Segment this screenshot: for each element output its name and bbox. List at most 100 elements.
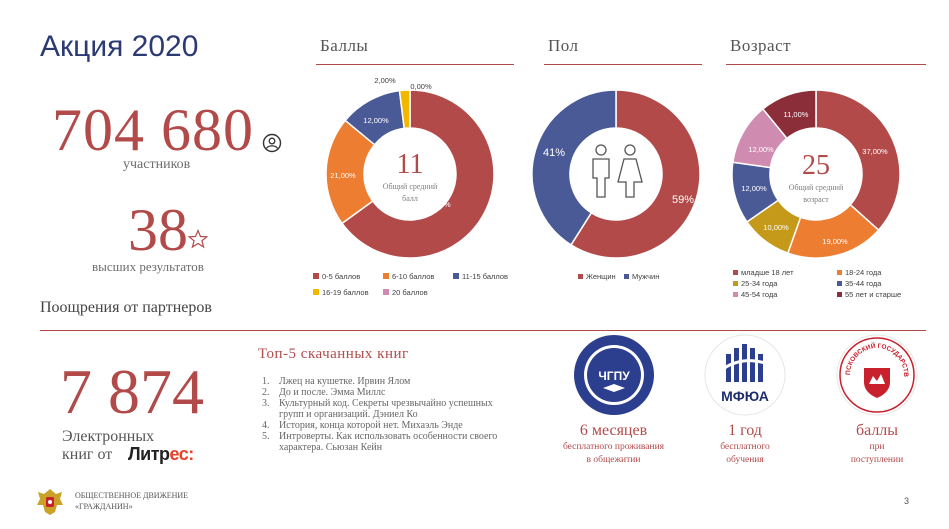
legend-item-18-24: 18-24 года bbox=[837, 268, 881, 277]
legend-label: 16-19 баллов bbox=[322, 288, 369, 297]
age-donut-chart: 25 Общий средний возраст 37,00% 19,00% 1… bbox=[731, 89, 901, 259]
legend-label: 25-34 года bbox=[741, 279, 778, 288]
partner-1-desc-2: в общежитии bbox=[586, 455, 641, 465]
scores-donut-chart: 11 Общий средний балл 65,00% 21,00% 12,0… bbox=[325, 76, 495, 259]
books-label-line1: Электронных bbox=[62, 428, 155, 445]
legend-label: 45-54 года bbox=[741, 290, 778, 299]
age-center-value: 25 bbox=[802, 150, 830, 181]
legend-label: 11-15 баллов bbox=[462, 272, 508, 281]
partner-3-value: баллы bbox=[855, 422, 899, 439]
top-results-value: 38 bbox=[128, 197, 188, 263]
legend-swatch bbox=[578, 274, 583, 279]
books-count: 7 874 bbox=[60, 356, 204, 427]
legend-swatch bbox=[453, 273, 459, 279]
scores-center-label-1: Общий средний bbox=[383, 182, 438, 191]
chgpu-logo-text: ЧГПУ bbox=[598, 369, 630, 383]
partner-2-desc-1: бесплатного bbox=[720, 442, 770, 452]
age-donut-slices bbox=[731, 89, 901, 259]
legend-label: Мужчин bbox=[632, 272, 660, 281]
legend-item-16-19: 16-19 баллов bbox=[313, 288, 369, 297]
page-title: Акция 2020 bbox=[40, 30, 199, 63]
participants-label: участников bbox=[123, 157, 191, 172]
top-books-list: 1. Лжец на кушетке. Ирвин Ялом 2. До и пос… bbox=[262, 376, 512, 453]
legend-item-35-44: 35-44 года bbox=[837, 279, 881, 288]
list-item-text: До и после. Эмма Миллс bbox=[279, 387, 386, 398]
scores-slice-4 bbox=[398, 89, 411, 130]
scores-label-20: 0,00% bbox=[410, 82, 432, 91]
legend-swatch bbox=[733, 281, 738, 286]
legend-label: младше 18 лет bbox=[741, 268, 794, 277]
partner-1-desc-1: бесплатного проживания bbox=[562, 442, 665, 452]
scores-center-label-2: балл bbox=[402, 194, 418, 203]
age-center-label-1: Общий средний bbox=[789, 183, 844, 192]
legend-swatch bbox=[383, 289, 389, 295]
scores-label-6-10: 21,00% bbox=[330, 171, 356, 180]
star-icon bbox=[188, 229, 208, 249]
legend-item-0-5: 0-5 баллов bbox=[313, 272, 360, 281]
list-item-number: 4. bbox=[262, 420, 270, 431]
legend-label: 0-5 баллов bbox=[322, 272, 361, 281]
list-item-text: История, конца которой нет. Михаэль Энде bbox=[279, 420, 463, 431]
legend-item-25-34: 25-34 года bbox=[733, 279, 777, 288]
page-number: 3 bbox=[904, 496, 910, 506]
male-figure-icon bbox=[592, 144, 610, 198]
legend-label: 35-44 года bbox=[845, 279, 882, 288]
list-item-number: 1. bbox=[262, 376, 270, 387]
litres-logo-part1: Литр bbox=[128, 444, 170, 464]
books-label-line2: книг от bbox=[62, 446, 113, 463]
legend-swatch bbox=[313, 289, 319, 295]
list-item: 1. Лжец на кушетке. Ирвин Ялом bbox=[262, 376, 512, 387]
legend-label: 20 баллов bbox=[392, 288, 428, 297]
legend-swatch bbox=[837, 270, 842, 275]
legend-swatch bbox=[624, 274, 629, 279]
list-item-text: Культурный код. Секреты чрезвычайно успе… bbox=[279, 398, 493, 420]
gender-chart-title: Пол bbox=[548, 36, 579, 55]
age-label-35-44: 12,00% bbox=[741, 184, 767, 193]
legend-swatch bbox=[837, 292, 842, 297]
legend-item-men: Мужчин bbox=[624, 272, 659, 281]
gender-donut-chart: 59% 41% bbox=[531, 89, 701, 259]
legend-swatch bbox=[383, 273, 389, 279]
legend-item-20: 20 баллов bbox=[383, 288, 428, 297]
gender-slice-2 bbox=[531, 89, 617, 246]
scores-label-11-15: 12,00% bbox=[363, 116, 389, 125]
legend-item-women: Женщин bbox=[578, 272, 616, 281]
partner-2-value: 1 год bbox=[728, 422, 762, 439]
age-label-25-34: 10,00% bbox=[763, 223, 789, 232]
scores-label-16-19: 2,00% bbox=[374, 76, 396, 85]
footer-org-name-2: «ГРАЖДАНИН» bbox=[75, 502, 133, 511]
litres-logo: Литрес: bbox=[128, 444, 194, 465]
gender-donut-slices bbox=[531, 89, 701, 259]
top-books-heading: Топ-5 скачанных книг bbox=[258, 346, 409, 362]
age-slice-1 bbox=[815, 89, 901, 232]
chgpu-logo: ЧГПУ bbox=[574, 335, 654, 415]
female-figure-icon bbox=[617, 144, 643, 198]
list-item-number: 5. bbox=[262, 431, 270, 442]
participants-count: 704 680 bbox=[52, 100, 254, 160]
mfua-logo-text: МФЮА bbox=[721, 388, 769, 404]
age-label-45-54: 12,00% bbox=[748, 145, 774, 154]
list-item-number: 2. bbox=[262, 387, 270, 398]
legend-item-under18: младше 18 лет bbox=[733, 268, 794, 277]
rewards-heading: Поощрения от партнеров bbox=[40, 299, 212, 316]
legend-item-11-15: 11-15 баллов bbox=[453, 272, 508, 281]
legend-label: Женщин bbox=[586, 272, 616, 281]
legend-swatch bbox=[837, 281, 842, 286]
gender-title-rule bbox=[544, 64, 702, 65]
participants-value: 704 680 bbox=[52, 97, 254, 163]
list-item: 3. Культурный код. Секреты чрезвычайно ус… bbox=[262, 398, 512, 420]
top-results-label: высших результатов bbox=[92, 259, 204, 274]
mfua-logo: МФЮА bbox=[704, 334, 786, 416]
footer-org-name-1: ОБЩЕСТВЕННОЕ ДВИЖЕНИЕ bbox=[75, 491, 189, 500]
age-legend: младше 18 лет 18-24 года 25-34 года 35-4… bbox=[733, 268, 933, 302]
list-item-number: 3. bbox=[262, 398, 270, 409]
gender-label-women: 59% bbox=[672, 194, 694, 206]
legend-swatch bbox=[313, 273, 319, 279]
list-item: 5. Интроверты. Как использовать особеннос… bbox=[262, 431, 512, 453]
scores-donut-slices bbox=[325, 89, 495, 259]
partner-2-desc-2: обучения bbox=[726, 455, 764, 465]
age-label-18-24: 19,00% bbox=[822, 237, 848, 246]
legend-label: 55 лет и старше bbox=[845, 290, 902, 299]
partner-3-desc-1: при bbox=[869, 442, 885, 452]
scores-label-0-5: 65,00% bbox=[425, 200, 451, 209]
